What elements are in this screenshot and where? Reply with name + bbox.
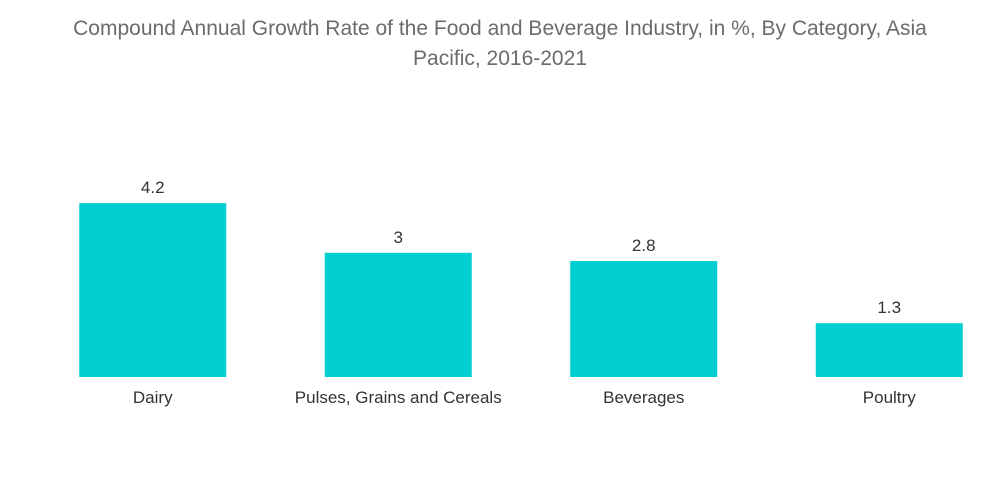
category-label-1: Pulses, Grains and Cereals [295,388,502,407]
value-label-1: 3 [394,228,403,247]
value-label-0: 4.2 [141,178,165,197]
chart-title: Compound Annual Growth Rate of the Food … [73,17,927,70]
bar-1 [324,252,472,377]
value-label-3: 1.3 [877,298,901,317]
bar-3 [815,323,963,377]
bars-group [79,203,963,377]
bar-0 [79,203,227,377]
value-label-2: 2.8 [632,236,656,255]
category-label-3: Poultry [863,388,916,407]
category-label-0: Dairy [133,388,173,407]
bar-2 [570,261,718,377]
category-labels-group: Dairy Pulses, Grains and Cereals Beverages… [133,388,916,407]
category-label-2: Beverages [603,388,684,407]
value-labels-group: 4.2 3 2.8 1.3 [141,178,901,317]
